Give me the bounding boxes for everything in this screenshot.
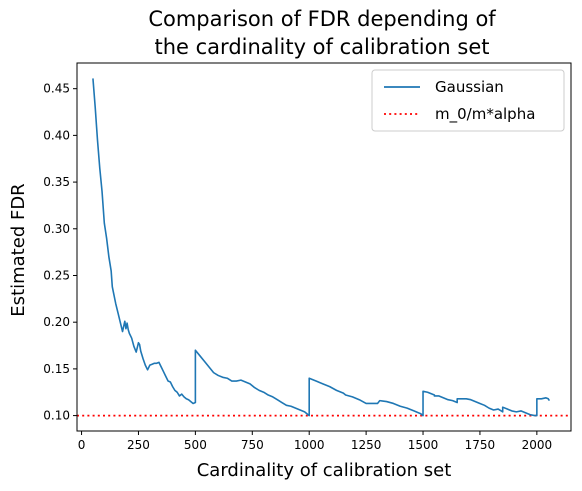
x-tick-label: 1750 <box>465 438 496 452</box>
chart-title-line2: the cardinality of calibration set <box>155 35 490 59</box>
legend-label-threshold: m_0/m*alpha <box>435 105 535 124</box>
y-axis-ticks: 0.10 0.15 0.20 0.25 0.30 0.35 0.40 0.45 <box>43 82 77 423</box>
x-axis-ticks: 0 250 500 750 1000 1250 1500 1750 2000 <box>78 431 552 452</box>
y-tick-label: 0.15 <box>43 362 70 376</box>
legend-label-gaussian: Gaussian <box>435 78 504 96</box>
y-tick-label: 0.45 <box>43 82 70 96</box>
x-tick-label: 500 <box>184 438 207 452</box>
x-tick-label: 250 <box>127 438 150 452</box>
legend: Gaussian m_0/m*alpha <box>371 69 565 132</box>
x-axis-label: Cardinality of calibration set <box>197 460 452 481</box>
legend-box <box>371 69 565 132</box>
y-tick-label: 0.25 <box>43 268 70 282</box>
chart-title-line1: Comparison of FDR depending of <box>148 7 496 31</box>
x-tick-label: 0 <box>78 438 86 452</box>
y-tick-label: 0.40 <box>43 128 70 142</box>
plot-frame <box>76 62 572 432</box>
x-tick-label: 1250 <box>351 438 382 452</box>
y-tick-label: 0.35 <box>43 175 70 189</box>
plot-area <box>77 78 571 417</box>
y-tick-label: 0.20 <box>43 315 70 329</box>
y-tick-label: 0.30 <box>43 222 70 236</box>
x-tick-label: 1000 <box>294 438 325 452</box>
x-tick-label: 1500 <box>408 438 439 452</box>
series-gaussian-line <box>92 78 551 417</box>
x-tick-label: 2000 <box>522 438 553 452</box>
y-tick-label: 0.10 <box>43 409 70 423</box>
y-axis-label: Estimated FDR <box>8 183 29 316</box>
x-tick-label: 750 <box>241 438 264 452</box>
